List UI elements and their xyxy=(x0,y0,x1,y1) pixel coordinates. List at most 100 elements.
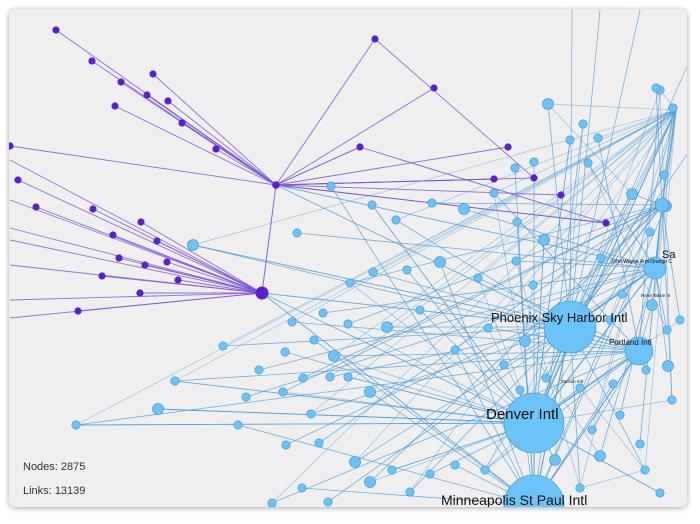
airport-node-blue[interactable] xyxy=(510,163,520,173)
airport-node-purple[interactable] xyxy=(602,219,610,227)
airport-node-purple[interactable] xyxy=(149,70,157,78)
airport-node-blue[interactable] xyxy=(538,234,550,246)
airport-node-blue[interactable] xyxy=(427,198,437,208)
airport-node-blue[interactable] xyxy=(617,289,627,299)
airport-node-purple[interactable] xyxy=(430,84,438,92)
airport-node-blue[interactable] xyxy=(287,317,297,327)
airport-node-blue[interactable] xyxy=(434,256,446,268)
airport-node-blue[interactable] xyxy=(615,410,625,420)
airport-node-blue[interactable] xyxy=(542,98,554,110)
airport-node-blue[interactable] xyxy=(549,454,561,466)
airport-node-blue[interactable] xyxy=(415,305,425,315)
airport-node-blue[interactable] xyxy=(368,267,378,277)
network-graph-panel[interactable]: Phoenix Sky Harbor Intl Denver Intl Port… xyxy=(9,9,687,507)
airport-node-blue[interactable] xyxy=(503,392,565,454)
airport-node-purple[interactable] xyxy=(74,307,82,315)
airport-node-blue[interactable] xyxy=(328,350,340,362)
airport-node-blue[interactable] xyxy=(314,438,324,448)
airport-node-blue[interactable] xyxy=(565,135,575,145)
airport-node-blue[interactable] xyxy=(402,265,412,275)
airport-node-blue[interactable] xyxy=(405,487,415,497)
airport-node-purple[interactable] xyxy=(14,176,22,184)
airport-node-purple[interactable] xyxy=(163,258,171,266)
airport-node-blue[interactable] xyxy=(480,465,490,475)
airport-node-blue[interactable] xyxy=(450,345,460,355)
airport-node-blue[interactable] xyxy=(425,469,435,479)
airport-node-blue[interactable] xyxy=(343,319,353,329)
airport-node-purple[interactable] xyxy=(174,276,182,284)
airport-node-blue[interactable] xyxy=(306,409,316,419)
airport-node-blue[interactable] xyxy=(381,321,393,333)
airport-node-blue[interactable] xyxy=(233,420,243,430)
airport-node-blue[interactable] xyxy=(349,456,361,468)
airport-node-blue[interactable] xyxy=(541,373,551,383)
airport-node-purple[interactable] xyxy=(111,102,119,110)
airport-node-blue[interactable] xyxy=(278,387,288,397)
airport-node-purple[interactable] xyxy=(504,143,512,151)
airport-node-blue[interactable] xyxy=(326,181,336,191)
airport-node-purple[interactable] xyxy=(178,119,186,127)
airport-node-blue[interactable] xyxy=(387,465,397,475)
airport-node-blue[interactable] xyxy=(641,365,651,375)
airport-node-blue[interactable] xyxy=(575,483,585,493)
airport-node-blue[interactable] xyxy=(297,483,307,493)
airport-node-purple[interactable] xyxy=(117,78,125,86)
airport-node-purple[interactable] xyxy=(137,218,145,226)
airport-node-blue[interactable] xyxy=(323,497,333,507)
airport-node-blue[interactable] xyxy=(499,360,509,370)
airport-node-blue[interactable] xyxy=(364,386,376,398)
airport-node-blue[interactable] xyxy=(519,335,531,347)
airport-node-blue[interactable] xyxy=(489,188,499,198)
airport-node-blue[interactable] xyxy=(515,385,525,395)
airport-node-blue[interactable] xyxy=(503,474,565,507)
airport-node-purple[interactable] xyxy=(136,289,144,297)
airport-node-blue[interactable] xyxy=(71,420,81,430)
airport-node-purple[interactable] xyxy=(371,35,379,43)
airport-node-blue[interactable] xyxy=(659,170,669,180)
airport-node-blue[interactable] xyxy=(254,365,264,375)
airport-node-purple[interactable] xyxy=(212,145,220,153)
airport-node-blue[interactable] xyxy=(281,440,291,450)
airport-node-purple[interactable] xyxy=(272,181,280,189)
airport-node-blue[interactable] xyxy=(626,188,638,200)
airport-node-blue[interactable] xyxy=(624,336,654,366)
airport-node-purple[interactable] xyxy=(164,97,172,105)
airport-node-blue[interactable] xyxy=(512,217,522,227)
airport-node-blue[interactable] xyxy=(152,403,164,415)
airport-node-purple[interactable] xyxy=(153,237,161,245)
airport-node-blue[interactable] xyxy=(318,308,328,318)
airport-node-purple[interactable] xyxy=(32,203,40,211)
airport-node-purple[interactable] xyxy=(98,272,106,280)
airport-node-blue[interactable] xyxy=(605,315,615,325)
airport-node-blue[interactable] xyxy=(651,83,661,93)
airport-node-blue[interactable] xyxy=(578,119,588,129)
airport-node-blue[interactable] xyxy=(473,273,483,283)
airport-node-blue[interactable] xyxy=(662,325,672,335)
airport-node-blue[interactable] xyxy=(367,200,377,210)
airport-node-purple[interactable] xyxy=(109,231,117,239)
airport-node-blue[interactable] xyxy=(391,215,401,225)
airport-node-blue[interactable] xyxy=(241,392,251,402)
airport-node-blue[interactable] xyxy=(608,379,618,389)
airport-node-purple[interactable] xyxy=(89,205,97,213)
airport-node-blue[interactable] xyxy=(309,335,319,345)
network-graph[interactable]: Phoenix Sky Harbor Intl Denver Intl Port… xyxy=(9,9,687,507)
airport-node-blue[interactable] xyxy=(654,197,670,213)
airport-node-blue[interactable] xyxy=(325,372,335,382)
airport-node-purple[interactable] xyxy=(530,174,538,182)
airport-node-blue[interactable] xyxy=(594,450,606,462)
airport-node-blue[interactable] xyxy=(529,157,539,167)
airport-node-blue[interactable] xyxy=(450,460,460,470)
airport-node-blue[interactable] xyxy=(587,425,597,435)
airport-node-blue[interactable] xyxy=(645,227,655,237)
airport-node-blue[interactable] xyxy=(668,103,678,113)
airport-node-purple[interactable] xyxy=(557,191,565,199)
airport-node-blue[interactable] xyxy=(218,341,228,351)
airport-node-blue[interactable] xyxy=(364,476,376,488)
airport-node-blue[interactable] xyxy=(655,488,665,498)
airport-node-blue[interactable] xyxy=(280,347,290,357)
airport-node-blue[interactable] xyxy=(170,376,180,386)
airport-node-blue[interactable] xyxy=(292,228,302,238)
airport-node-blue[interactable] xyxy=(345,278,355,288)
airport-node-blue[interactable] xyxy=(583,158,593,168)
